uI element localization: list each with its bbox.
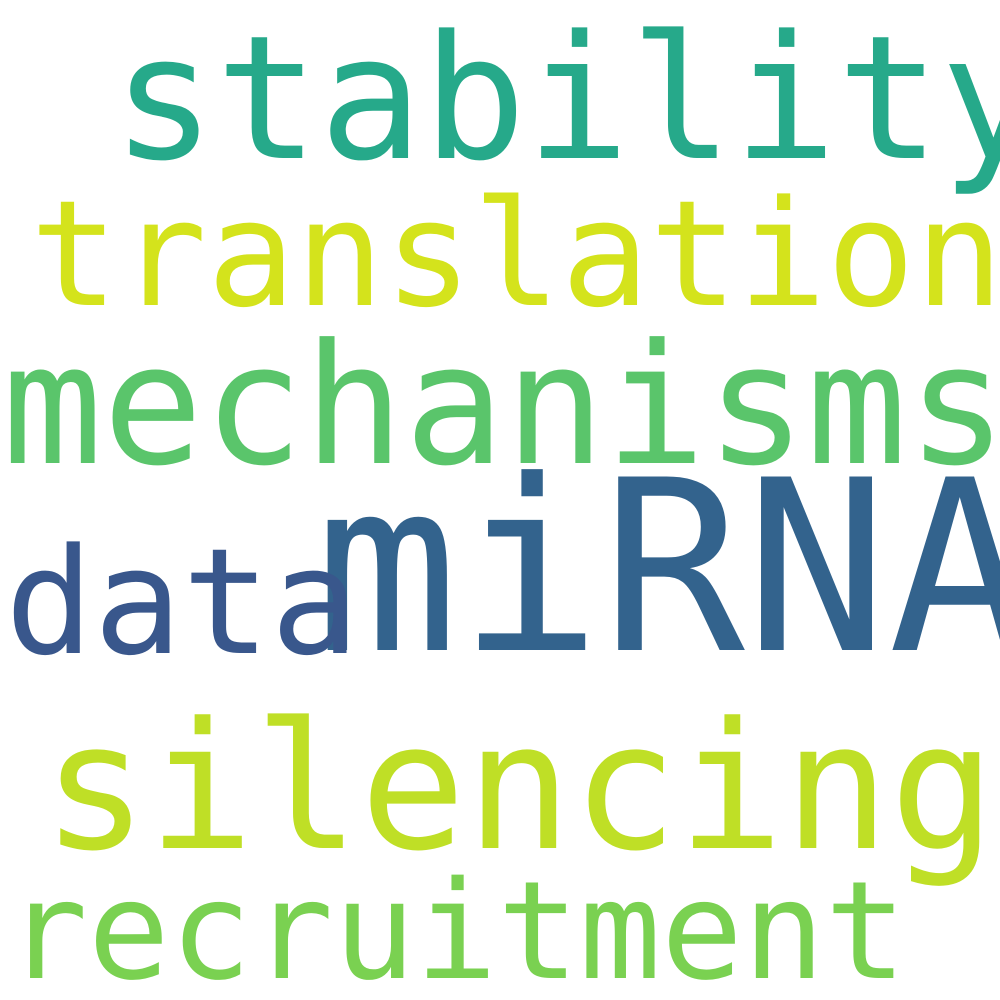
word-translation: translation [30,169,1000,340]
word-recruitment: recruitment [6,853,907,1000]
word-mirna: miRNA [315,430,1000,707]
word-data: data [5,517,360,688]
word-silencing: silencing [42,685,996,890]
word-mechanisms: mechanisms [2,309,1000,503]
word-stability: stability [112,0,1000,199]
